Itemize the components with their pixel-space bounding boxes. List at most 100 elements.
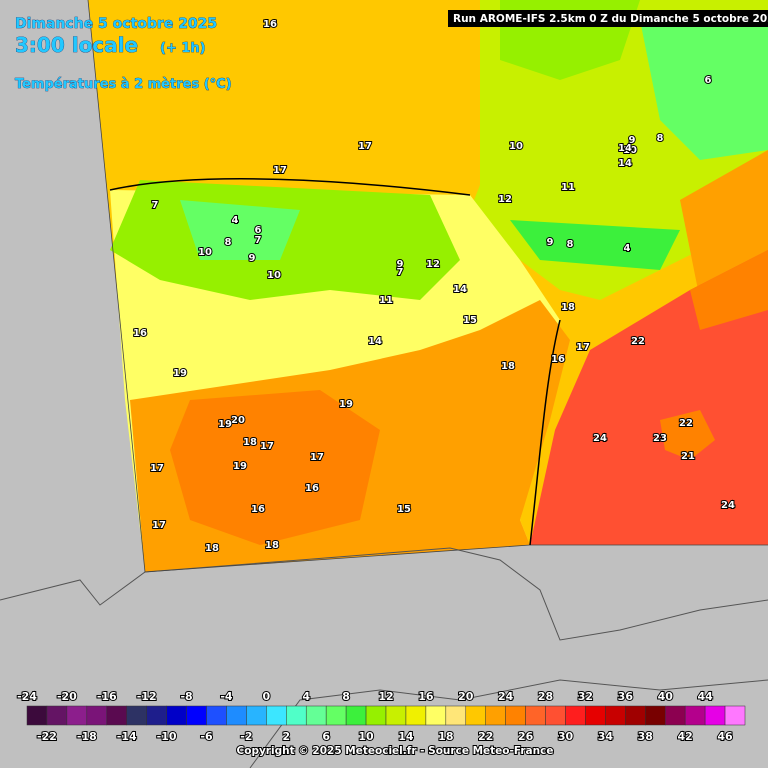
colorbar-swatch xyxy=(286,705,307,726)
colorbar-label-bottom: -22 xyxy=(37,730,57,743)
map-label: 7 xyxy=(397,267,404,278)
colorbar-swatch xyxy=(26,705,48,726)
colorbar-swatch xyxy=(126,705,147,726)
time: 3:00 locale xyxy=(15,33,138,57)
colorbar-label-top: -8 xyxy=(180,690,192,703)
map-label: 17 xyxy=(273,165,287,176)
coastline-east xyxy=(529,319,561,546)
map-label: 22 xyxy=(631,336,645,347)
colorbar-swatch xyxy=(106,705,127,726)
colorbar-label-top: 16 xyxy=(418,690,434,703)
map-label: 9 xyxy=(397,259,404,270)
map-label: 19 xyxy=(173,368,187,379)
map-label: 10 xyxy=(267,270,281,281)
map-label: 12 xyxy=(498,194,512,205)
map-label: 11 xyxy=(379,295,393,306)
colorbar-swatch xyxy=(605,705,626,726)
colorbar-label-bottom: 42 xyxy=(678,730,693,743)
map-label: 6 xyxy=(705,75,712,86)
colorbar-label-bottom: 38 xyxy=(638,730,653,743)
map-label: 9 xyxy=(547,237,554,248)
map-label: 17 xyxy=(150,463,164,474)
colorbar-label-bottom: -10 xyxy=(157,730,177,743)
colorbar-swatch xyxy=(166,705,187,726)
colorbar-swatch xyxy=(325,705,347,726)
colorbar-swatch xyxy=(585,705,606,726)
map-label: 16 xyxy=(263,19,277,30)
colorbar-label-bottom: -2 xyxy=(240,730,252,743)
colorbar-swatch xyxy=(545,705,566,726)
map-label: 15 xyxy=(397,504,411,515)
map-label: 14 xyxy=(618,143,632,154)
colorbar-swatch xyxy=(684,705,706,726)
colorbar-label-bottom: 6 xyxy=(322,730,330,743)
colorbar-label-top: -16 xyxy=(97,690,117,703)
map-label: 8 xyxy=(567,239,574,250)
colorbar-label-top: -4 xyxy=(220,690,233,703)
colorbar-label-bottom: -6 xyxy=(200,730,213,743)
colorbar-label-top: 40 xyxy=(658,690,674,703)
map-label: 24 xyxy=(593,433,607,444)
map-label: 18 xyxy=(243,437,257,448)
colorbar-swatch xyxy=(86,705,108,726)
map-label: 10 xyxy=(198,247,212,258)
map-label: 14 xyxy=(618,158,632,169)
map-label: 17 xyxy=(358,141,372,152)
colorbar-label-bottom: 30 xyxy=(558,730,574,743)
coastline-south xyxy=(0,547,768,641)
map-label: 19 xyxy=(339,399,353,410)
domain-edge xyxy=(87,0,768,573)
colorbar-swatch xyxy=(246,705,267,726)
colorbar-label-top: 44 xyxy=(697,690,713,703)
title: Dimanche 5 octobre 2025 xyxy=(15,16,217,32)
map-label: 19 xyxy=(218,419,232,430)
colorbar-label-bottom: 14 xyxy=(398,730,414,743)
colorbar-swatch xyxy=(445,705,467,726)
run-banner-box xyxy=(448,10,768,27)
colorbar-label-top: 0 xyxy=(263,690,271,703)
colorbar-label-top: 32 xyxy=(578,690,593,703)
colorbar-swatch xyxy=(645,705,666,726)
colorbar-swatch xyxy=(465,705,486,726)
copyright: Copyright © 2025 Meteociel.fr - Source M… xyxy=(237,745,554,757)
map-label: 18 xyxy=(265,540,279,551)
map-label: 22 xyxy=(679,418,693,429)
colorbar-label-bottom: 46 xyxy=(717,730,733,743)
map-label: 18 xyxy=(561,302,575,313)
colorbar-label-top: -20 xyxy=(57,690,77,703)
map-label: 17 xyxy=(576,342,590,353)
colorbar-swatch xyxy=(405,705,427,726)
colorbar-label-top: 20 xyxy=(458,690,474,703)
colorbar-swatch xyxy=(565,705,586,726)
colorbar-label-bottom: 22 xyxy=(478,730,493,743)
map-label: 20 xyxy=(231,415,245,426)
colorbar-label-top: -24 xyxy=(17,690,37,703)
map-label: 17 xyxy=(260,441,274,452)
map-label: 7 xyxy=(255,235,262,246)
interior-warm xyxy=(170,390,380,545)
coastline-north xyxy=(109,178,471,196)
coastline-africa xyxy=(249,679,768,768)
colorbar-label-bottom: 2 xyxy=(282,730,290,743)
map-label: 16 xyxy=(305,483,319,494)
colorbar-label-bottom: 26 xyxy=(518,730,534,743)
colorbar-swatch xyxy=(66,705,88,726)
colorbar-label-bottom: -14 xyxy=(117,730,137,743)
map-label: 4 xyxy=(232,215,239,226)
colorbar-label-top: 36 xyxy=(618,690,634,703)
colorbar-swatch xyxy=(664,705,686,726)
map-label: 10 xyxy=(509,141,523,152)
colorbar-label-top: 4 xyxy=(302,690,310,703)
map-label: 18 xyxy=(501,361,515,372)
colorbar-swatch xyxy=(525,705,546,726)
colorbar-swatch xyxy=(345,705,367,726)
colorbar-swatch xyxy=(186,705,207,726)
map-label: 23 xyxy=(653,433,667,444)
map-label: 9 xyxy=(249,253,256,264)
colorbar-swatch xyxy=(206,705,227,726)
colorbar-swatch xyxy=(485,705,506,726)
map-label: 8 xyxy=(657,133,664,144)
map-label: 16 xyxy=(251,504,265,515)
